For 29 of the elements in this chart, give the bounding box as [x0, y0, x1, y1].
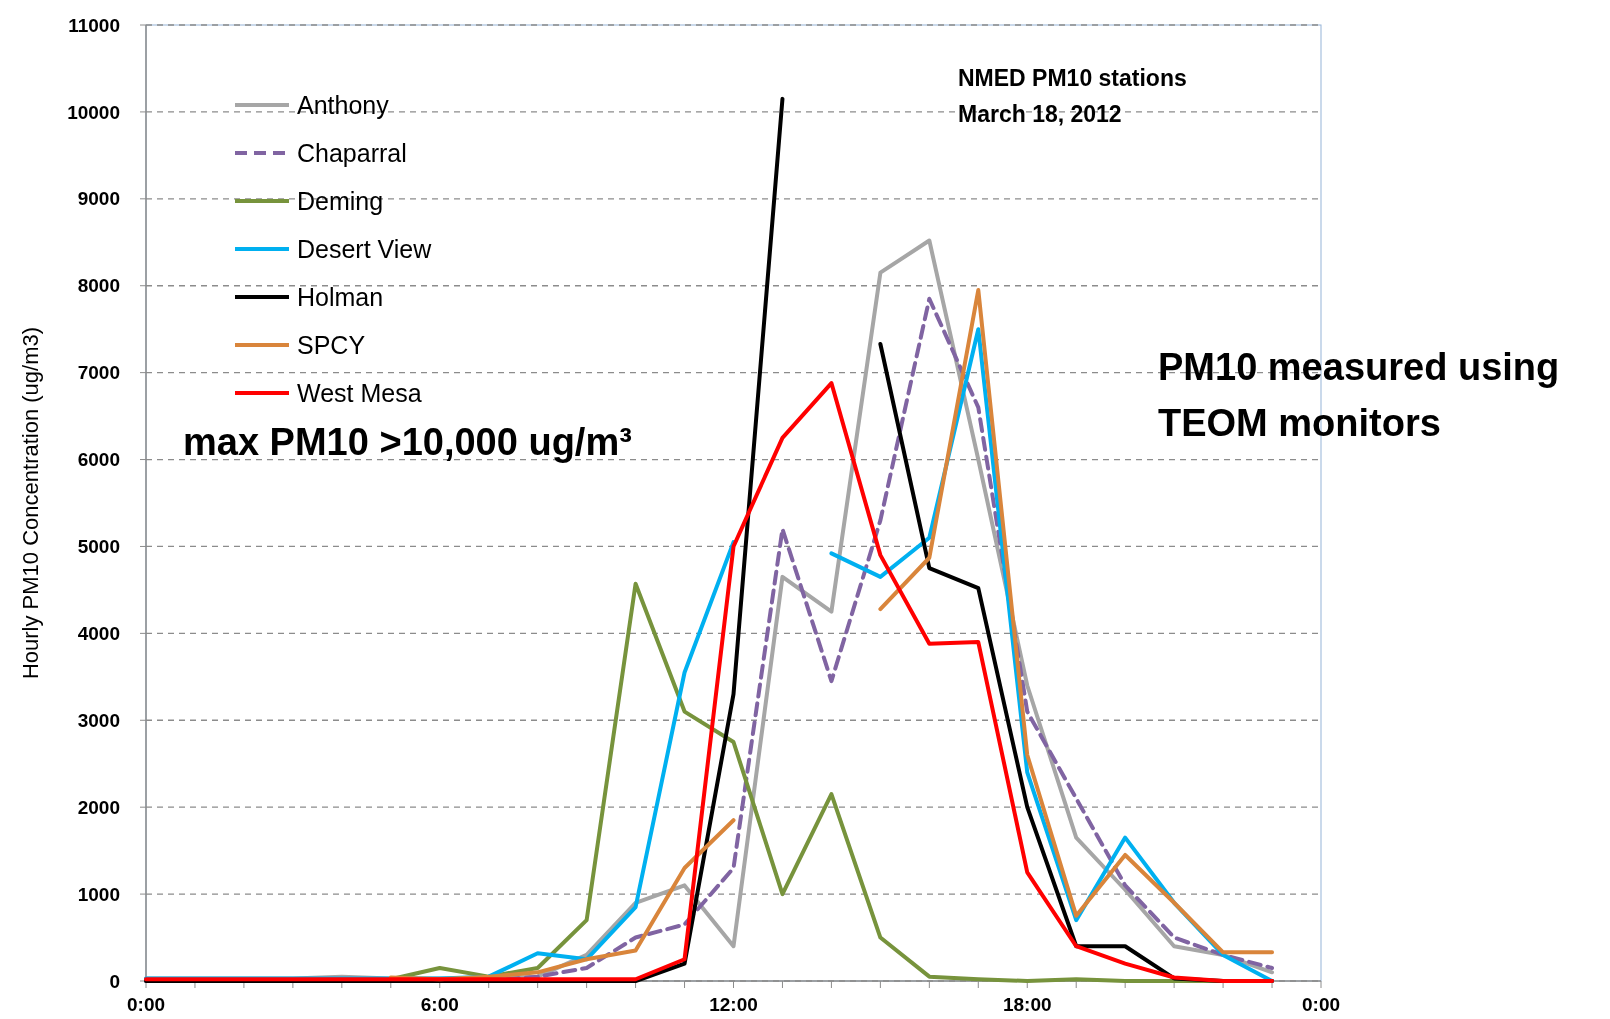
x-tick-label: 6:00: [420, 994, 459, 1015]
y-tick-label: 6000: [77, 449, 120, 471]
legend-label: Holman: [297, 282, 384, 311]
y-tick-label: 8000: [77, 275, 120, 297]
y-tick-label: 11000: [68, 14, 120, 36]
y-tick-label: 7000: [77, 362, 120, 384]
y-tick-label: 1000: [77, 883, 120, 905]
y-tick-label: 5000: [77, 536, 120, 558]
y-axis-title: Hourly PM10 Concentration (ug/m3): [18, 326, 43, 680]
x-tick-label: 18:00: [1002, 994, 1052, 1015]
text: NMED PM10 stations: [958, 65, 1187, 91]
legend-label: West Mesa: [297, 378, 422, 407]
x-tick-label: 0:00: [1301, 994, 1341, 1015]
y-tick-label: 10000: [67, 101, 120, 123]
annotation: max PM10 >10,000 ug/m³: [183, 421, 632, 463]
legend-label: Desert View: [297, 234, 433, 263]
text: March 18, 2012: [958, 101, 1122, 127]
legend-label: Anthony: [297, 90, 390, 119]
legend-label: SPCY: [297, 330, 366, 359]
annotation: PM10 measured using TEOM monitors: [1158, 346, 1560, 444]
y-tick-label: 2000: [77, 796, 120, 818]
y-tick-label: 3000: [77, 709, 120, 731]
y-tick-label: 4000: [77, 623, 120, 645]
x-tick-label: 0:00: [126, 994, 166, 1015]
y-tick-label: 9000: [77, 188, 120, 210]
legend-label: Chaparral: [297, 138, 407, 167]
legend-label: Deming: [297, 186, 384, 215]
x-tick-label: 12:00: [709, 994, 758, 1015]
y-tick-label: 0: [109, 970, 120, 992]
